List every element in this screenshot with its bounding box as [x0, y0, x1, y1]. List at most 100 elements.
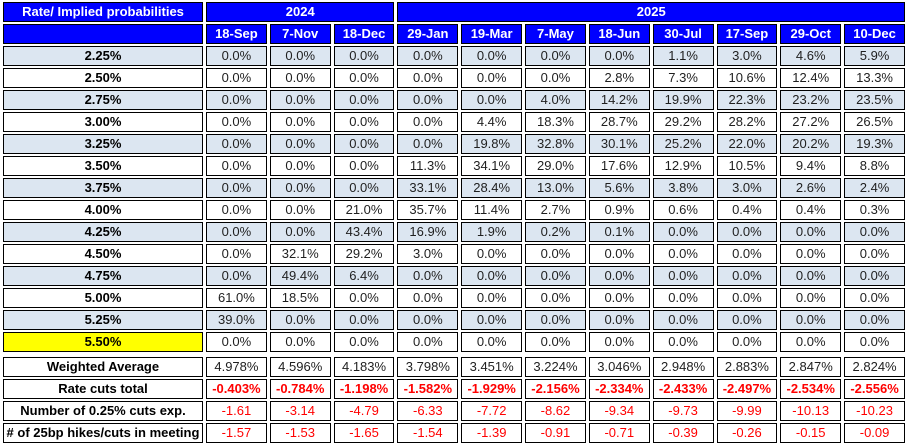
summary-value-cell: -1.53 [269, 423, 331, 443]
probability-cell: 0.1% [588, 222, 650, 242]
rate-row-label: 3.75% [3, 178, 203, 198]
summary-value-cell: -0.784% [269, 379, 331, 399]
probability-cell: 30.1% [588, 134, 650, 154]
probability-cell: 61.0% [206, 288, 267, 308]
summary-value-cell: -7.72 [461, 401, 523, 421]
summary-value-cell: -6.33 [397, 401, 459, 421]
summary-value-cell: -0.09 [844, 423, 905, 443]
rate-row: 3.00% 0.0% 0.0% 0.0% 0.0% 4.4% 18.3% 28.7% 29.2%… [3, 112, 905, 132]
summary-value-cell: -1.582% [397, 379, 459, 399]
probability-cell: 0.0% [206, 46, 267, 66]
column-header-7-May: 7-May [525, 24, 586, 44]
probability-cell: 0.0% [652, 310, 714, 330]
probability-cell: 0.0% [844, 222, 905, 242]
probability-cell: 0.0% [844, 244, 905, 264]
probability-cell: 28.2% [716, 112, 778, 132]
probability-cell: 9.4% [780, 156, 842, 176]
probability-cell: 22.3% [716, 90, 778, 110]
rate-row: 2.25% 0.0% 0.0% 0.0% 0.0% 0.0% 0.0% 0.0% 1.1% 3.0… [3, 46, 905, 66]
rate-row-label: 3.00% [3, 112, 203, 132]
rate-row-label: 2.25% [3, 46, 203, 66]
summary-value-cell: -0.39 [652, 423, 714, 443]
probability-cell: 19.8% [461, 134, 523, 154]
summary-value-cell: -10.23 [844, 401, 905, 421]
probability-cell: 1.9% [461, 222, 523, 242]
probability-cell: 0.0% [844, 310, 905, 330]
probability-cell: 0.0% [588, 244, 650, 264]
probability-cell: 0.0% [333, 332, 395, 352]
probability-cell: 4.4% [461, 112, 523, 132]
probability-cell: 2.4% [844, 178, 905, 198]
rate-row-label: 2.75% [3, 90, 203, 110]
probability-cell: 0.0% [588, 46, 650, 66]
probability-cell: 0.0% [525, 310, 586, 330]
rate-row: 4.50% 0.0% 32.1% 29.2% 3.0% 0.0% 0.0% 0.0% 0.0% 0… [3, 244, 905, 264]
summary-value-cell: -0.71 [588, 423, 650, 443]
probability-cell: 43.4% [333, 222, 395, 242]
probability-cell: 11.3% [397, 156, 459, 176]
summary-row-label: Rate cuts total [3, 379, 203, 399]
summary-value-cell: -2.334% [588, 379, 650, 399]
probability-cell: 3.0% [397, 244, 459, 264]
summary-row: Weighted Average 4.978% 4.596% 4.183% 3.798%… [3, 357, 905, 377]
rate-row: 4.25% 0.0% 0.0% 43.4% 16.9% 1.9% 0.2% 0.1% 0.0% 0… [3, 222, 905, 242]
summary-value-cell: -1.39 [461, 423, 523, 443]
probability-cell: 8.8% [844, 156, 905, 176]
probability-cell: 0.0% [206, 156, 267, 176]
probability-cell: 0.0% [525, 266, 586, 286]
summary-value-cell: -2.156% [525, 379, 586, 399]
probability-cell: 49.4% [269, 266, 331, 286]
summary-value-cell: -1.54 [397, 423, 459, 443]
probability-cell: 17.6% [588, 156, 650, 176]
probability-cell: 0.0% [525, 68, 586, 88]
rate-row: 5.50% 0.0% 0.0% 0.0% 0.0% 0.0% 0.0% 0.0% 0.0% 0.0… [3, 332, 905, 352]
probability-cell: 0.3% [844, 200, 905, 220]
probability-cell: 0.0% [716, 244, 778, 264]
probability-cell: 39.0% [206, 310, 267, 330]
corner-header-blank [3, 24, 203, 44]
summary-row: # of 25bp hikes/cuts in meeting -1.57 -1.5… [3, 423, 905, 443]
probability-cell: 0.0% [206, 112, 267, 132]
probability-cell: 0.0% [461, 46, 523, 66]
probability-cell: 19.3% [844, 134, 905, 154]
table-head: Rate/ Implied probabilities 2024 2025 18-Se… [3, 2, 905, 44]
summary-value-cell: -0.91 [525, 423, 586, 443]
probability-cell: 0.0% [397, 266, 459, 286]
probability-cell: 0.0% [269, 90, 331, 110]
summary-value-cell: -2.534% [780, 379, 842, 399]
probability-cell: 3.0% [716, 46, 778, 66]
probability-cell: 21.0% [333, 200, 395, 220]
probability-cell: 0.0% [333, 156, 395, 176]
column-header-10-Dec: 10-Dec [844, 24, 905, 44]
probability-cell: 0.0% [333, 178, 395, 198]
probability-cell: 0.0% [844, 288, 905, 308]
probability-cell: 22.0% [716, 134, 778, 154]
summary-value-cell: 2.824% [844, 357, 905, 377]
summary-value-cell: -1.61 [206, 401, 267, 421]
probability-cell: 0.0% [269, 112, 331, 132]
probability-cell: 12.9% [652, 156, 714, 176]
probability-cell: 28.7% [588, 112, 650, 132]
probability-cell: 1.1% [652, 46, 714, 66]
summary-value-cell: -2.556% [844, 379, 905, 399]
year-header-2024: 2024 [206, 2, 395, 22]
summary-row-label: Weighted Average [3, 357, 203, 377]
probability-cell: 23.2% [780, 90, 842, 110]
rate-row: 3.25% 0.0% 0.0% 0.0% 0.0% 19.8% 32.8% 30.1% 25.2… [3, 134, 905, 154]
rate-row-label: 4.75% [3, 266, 203, 286]
probability-cell: 0.0% [844, 266, 905, 286]
probability-cell: 11.4% [461, 200, 523, 220]
summary-value-cell: 4.978% [206, 357, 267, 377]
probability-cell: 0.0% [461, 332, 523, 352]
probability-cell: 2.6% [780, 178, 842, 198]
probability-cell: 0.0% [525, 288, 586, 308]
summary-value-cell: 3.451% [461, 357, 523, 377]
probability-cell: 0.0% [206, 266, 267, 286]
column-header-18-Sep: 18-Sep [206, 24, 267, 44]
summary-value-cell: -2.433% [652, 379, 714, 399]
probability-cell: 0.0% [206, 178, 267, 198]
rate-row-label: 3.25% [3, 134, 203, 154]
probability-cell: 0.0% [652, 266, 714, 286]
rate-row: 2.75% 0.0% 0.0% 0.0% 0.0% 0.0% 4.0% 14.2% 19.9% 2… [3, 90, 905, 110]
